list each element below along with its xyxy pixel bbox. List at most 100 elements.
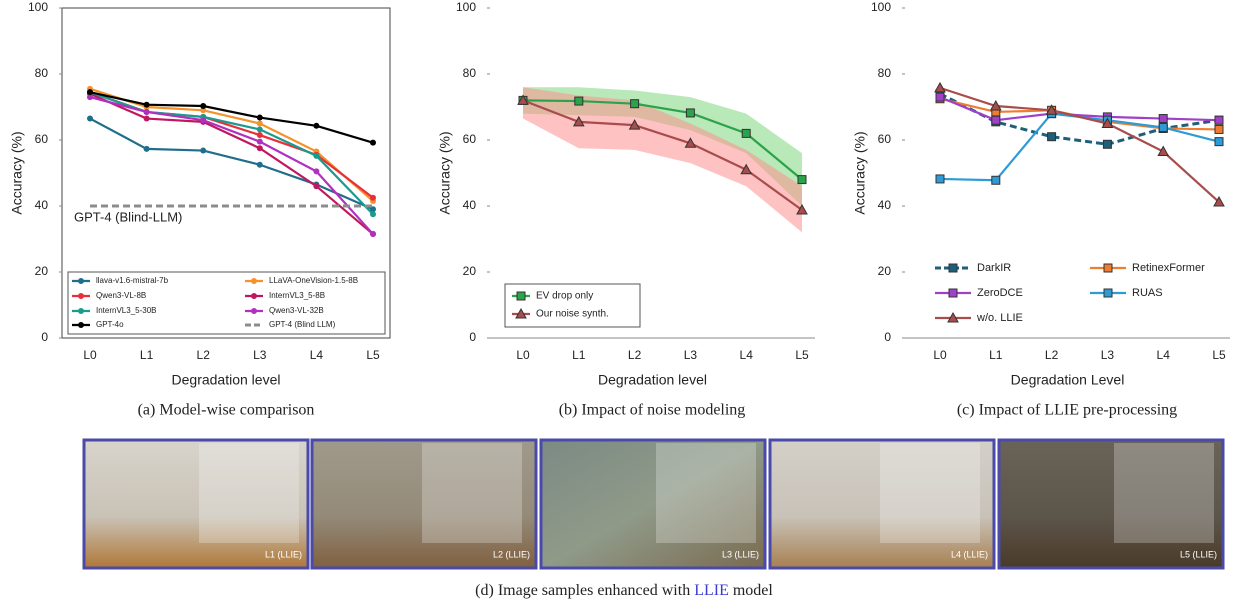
series-line [939, 86, 1220, 203]
marker [251, 308, 257, 314]
legend-label: RUAS [1132, 287, 1163, 299]
series-line [89, 96, 374, 235]
legend-label: RetinexFormer [1132, 262, 1205, 274]
marker [685, 108, 695, 118]
marker [628, 119, 641, 130]
marker [796, 203, 808, 215]
marker [797, 175, 807, 185]
image-panel [82, 438, 310, 570]
marker [947, 311, 959, 323]
marker [78, 278, 84, 284]
marker [256, 145, 263, 152]
x-axis-label: Degradation Level [1011, 372, 1125, 388]
y-tick-label: 100 [871, 0, 891, 14]
legend-label: DarkIR [977, 262, 1011, 274]
image-label: L4 (LLIE) [951, 549, 988, 559]
marker [251, 293, 257, 299]
caption-d: (d) Image samples enhanced with LLIE mod… [475, 582, 773, 599]
x-tick-label: L5 [366, 348, 380, 362]
series-line [939, 96, 1220, 122]
x-tick-label: L0 [933, 348, 947, 362]
image-wall [880, 443, 980, 543]
y-tick-label: 20 [463, 264, 477, 278]
x-tick-label: L4 [740, 348, 754, 362]
y-tick-label: 40 [35, 198, 49, 212]
legend-label: llava-v1.6-mistral-7b [96, 276, 169, 285]
image-panel [997, 438, 1225, 570]
caption-part: (d) Image samples enhanced with [475, 582, 694, 599]
y-tick-label: 0 [884, 330, 891, 344]
marker [1045, 104, 1058, 115]
y-tick-label: 0 [469, 330, 476, 344]
y-tick-label: 100 [456, 0, 476, 14]
marker [256, 161, 263, 168]
series-line [89, 91, 374, 144]
y-tick-label: 0 [41, 330, 48, 344]
image-wall [422, 443, 522, 543]
marker [991, 115, 1001, 125]
image-panel [539, 438, 767, 570]
y-tick-label: 80 [878, 66, 892, 80]
y-tick-label: 80 [35, 66, 49, 80]
x-tick-label: L3 [1101, 348, 1115, 362]
series-line [522, 99, 803, 181]
marker [87, 115, 93, 122]
marker [256, 138, 263, 145]
legend-label: InternVL3_5-8B [269, 291, 325, 300]
legend-label: Our noise synth. [536, 309, 609, 320]
marker [87, 94, 93, 101]
caption-highlight: LLIE [694, 582, 729, 599]
legend-label: LLaVA-OneVision-1.5-8B [269, 276, 358, 285]
y-tick-label: 80 [463, 66, 477, 80]
x-tick-label: L3 [253, 348, 267, 362]
legend-label: Qwen3-VL-8B [96, 291, 146, 300]
y-tick-label: 60 [878, 132, 892, 146]
marker [200, 103, 207, 110]
caption: (c) Impact of LLIE pre-processing [957, 402, 1177, 419]
x-tick-label: L2 [197, 348, 211, 362]
marker [740, 163, 753, 175]
marker [630, 99, 640, 109]
x-tick-label: L3 [684, 348, 698, 362]
marker [251, 278, 257, 284]
x-tick-label: L4 [310, 348, 324, 362]
series-line [89, 117, 374, 211]
y-tick-label: 40 [463, 198, 477, 212]
y-tick-label: 60 [463, 132, 477, 146]
y-tick-label: 100 [28, 0, 48, 14]
image-label: L5 (LLIE) [1180, 549, 1217, 559]
marker [1157, 145, 1170, 157]
marker [991, 175, 1001, 185]
x-tick-label: L1 [140, 348, 154, 362]
x-tick-label: L5 [795, 348, 809, 362]
image-label: L2 (LLIE) [493, 549, 530, 559]
series-line [89, 92, 374, 235]
legend-box [67, 271, 386, 335]
marker [370, 139, 376, 146]
legend-label: InternVL3_5-30B [96, 306, 157, 315]
marker [935, 92, 945, 102]
marker [741, 128, 751, 138]
y-tick-label: 60 [35, 132, 49, 146]
marker [1047, 132, 1057, 142]
legend-label: ZeroDCE [977, 287, 1023, 299]
marker [370, 211, 376, 218]
marker [256, 114, 263, 121]
y-axis-label: Accuracy (%) [9, 131, 25, 214]
annotation: GPT-4 (Blind-LLM) [74, 209, 182, 224]
marker [78, 322, 84, 328]
caption-part: model [729, 582, 774, 599]
marker [574, 96, 584, 106]
marker [143, 101, 150, 108]
marker [87, 89, 93, 96]
marker [256, 126, 263, 133]
legend-label: GPT-4 (Blind LLM) [269, 320, 336, 329]
marker [313, 122, 320, 129]
legend-label: Qwen3-VL-32B [269, 306, 324, 315]
x-tick-label: L1 [572, 348, 586, 362]
marker [934, 81, 946, 93]
x-tick-label: L1 [989, 348, 1003, 362]
marker [256, 132, 263, 139]
caption: (a) Model-wise comparison [138, 402, 315, 419]
